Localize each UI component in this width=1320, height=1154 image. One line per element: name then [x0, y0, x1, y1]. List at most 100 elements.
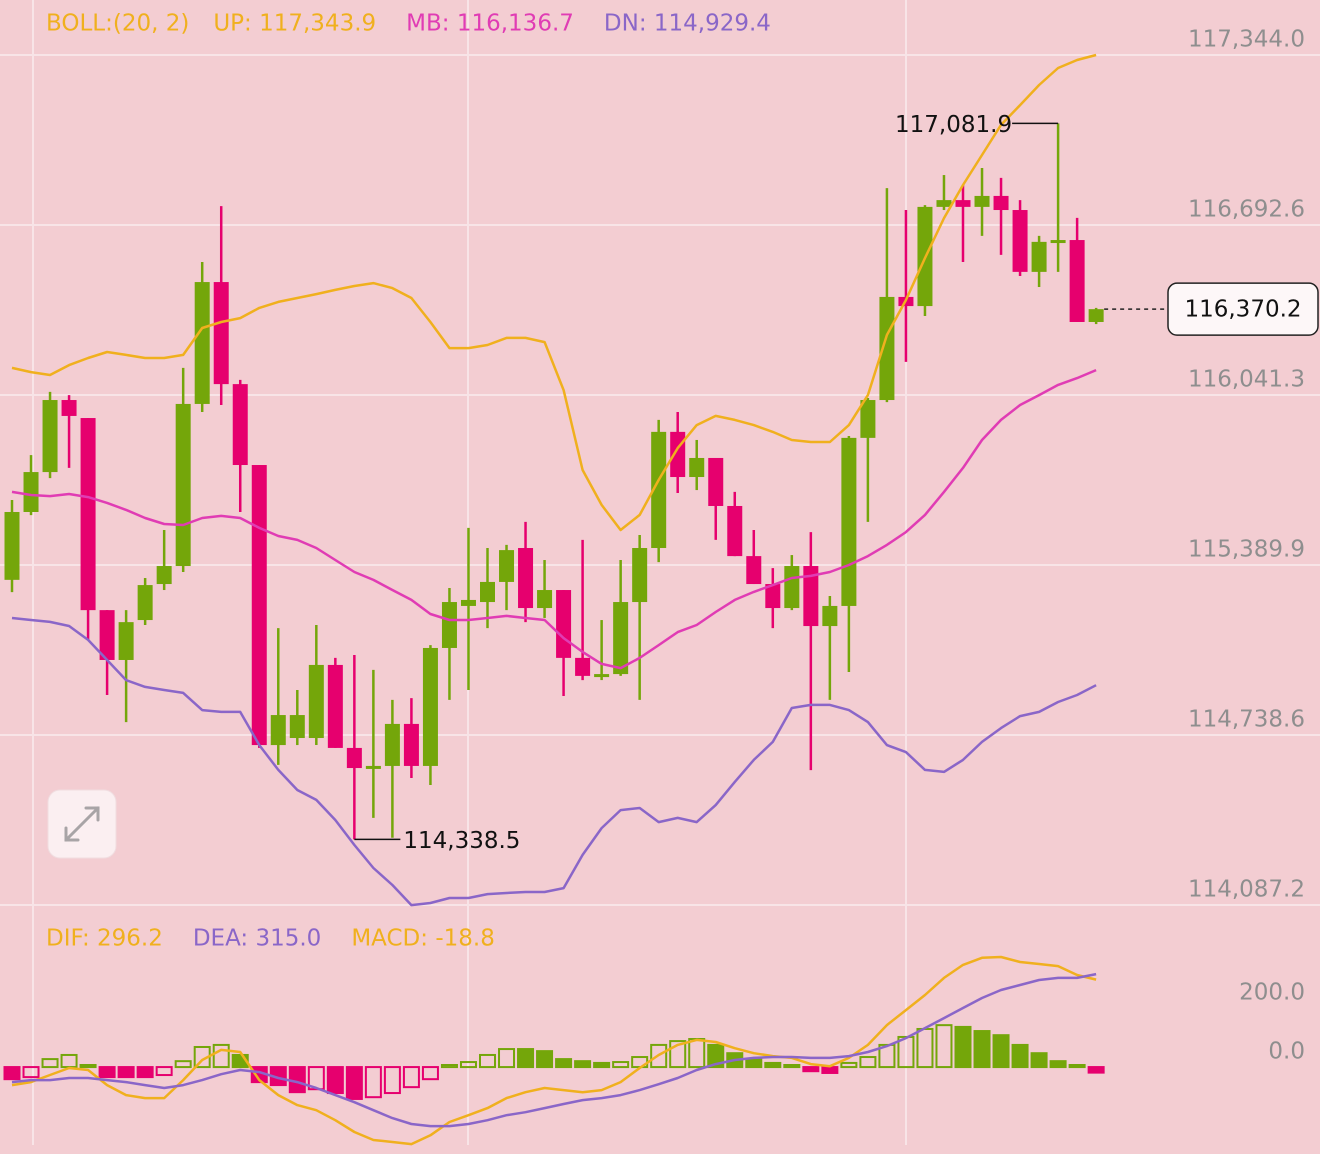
candle-body [518, 548, 534, 609]
macd-bar [326, 1066, 344, 1095]
macd-bar [612, 1061, 630, 1069]
macd-bar [783, 1064, 801, 1069]
candle-body [765, 584, 781, 609]
candle-body [955, 200, 971, 207]
macd-bar [479, 1053, 496, 1069]
macd-bar [421, 1066, 439, 1081]
macd-bar [41, 1058, 59, 1069]
candle-body [441, 602, 457, 648]
indicator-line [11, 616, 1097, 907]
candle-body [23, 472, 39, 512]
macd-bar [574, 1060, 592, 1069]
indicator-title: BOLL:(20, 2) [46, 11, 189, 37]
y-tick-label: 114,738.6 [1188, 706, 1305, 732]
macd-bar [802, 1066, 820, 1073]
macd-bar [1049, 1060, 1067, 1069]
candle-body [251, 465, 267, 746]
candle-body [232, 384, 248, 466]
indicator-line [11, 53, 1097, 532]
candle-body [270, 715, 286, 746]
macd-bar [498, 1048, 516, 1069]
candle-body [556, 590, 572, 658]
candle-body [860, 400, 876, 438]
candle-body [327, 664, 343, 748]
candle-body [118, 622, 134, 660]
macd-bar [117, 1066, 135, 1079]
macd-bar [745, 1058, 763, 1069]
macd-bar [954, 1025, 972, 1069]
candle-body [156, 566, 172, 585]
candle-body [4, 511, 20, 580]
macd-bar [174, 1060, 192, 1069]
candle-body [537, 590, 553, 609]
candle-body [194, 282, 210, 404]
macd-bar [459, 1061, 477, 1069]
candle-body [99, 610, 115, 660]
y-tick-label: 116,692.6 [1188, 197, 1305, 223]
macd-bar [345, 1066, 363, 1100]
macd-bar [364, 1066, 382, 1099]
candle-body [689, 457, 705, 478]
candle-body [308, 664, 324, 739]
candle-body [137, 585, 153, 621]
macd-bar [859, 1056, 877, 1069]
y-tick-label: 200.0 [1239, 980, 1305, 1006]
candle-body [365, 765, 381, 769]
macd-bar [402, 1066, 420, 1089]
candle-body [42, 400, 58, 473]
macd-bar [155, 1066, 173, 1077]
candle-body [879, 296, 895, 401]
candle-body [61, 400, 77, 416]
candle-body [346, 747, 362, 769]
expand-button[interactable] [47, 789, 117, 859]
candle-body [1050, 240, 1066, 244]
expand-icon[interactable] [64, 806, 100, 842]
candle-body [1088, 309, 1104, 322]
legend-entry: DEA: 315.0 [193, 926, 321, 952]
candle-body [499, 550, 515, 582]
candle-body [289, 715, 305, 739]
candle-body [1069, 240, 1085, 322]
macd-bar [669, 1040, 687, 1069]
candle-body [613, 602, 629, 675]
candle-body [460, 599, 476, 606]
macd-bar [440, 1064, 458, 1069]
macd-bar [764, 1061, 782, 1069]
candle-body [80, 418, 96, 611]
candle-body [974, 195, 990, 207]
macd-bar [973, 1030, 991, 1069]
candle-body [784, 566, 800, 609]
annotation-label: 117,081.9 [895, 112, 1012, 138]
candle-body [670, 431, 686, 478]
macd-bar [1011, 1043, 1029, 1069]
indicator-line [11, 368, 1097, 670]
macd-bar [536, 1050, 554, 1069]
legend-entry: DN: 114,929.4 [604, 11, 771, 37]
macd-bar [1087, 1066, 1105, 1074]
candle-body [1012, 210, 1028, 272]
candle-body [213, 282, 229, 385]
candle-body [727, 505, 743, 557]
macd-bar [383, 1066, 401, 1095]
candle-body [594, 674, 610, 678]
y-tick-label: 117,344.0 [1188, 26, 1305, 52]
candle-body [841, 437, 857, 606]
macd-bar [992, 1034, 1010, 1069]
legend-entry: MACD: -18.8 [351, 926, 495, 952]
macd-bar [821, 1066, 839, 1074]
candle-body [422, 647, 438, 766]
legend-entry: MB: 116,136.7 [406, 11, 574, 37]
y-tick-label: 114,087.2 [1188, 877, 1305, 903]
macd-bar [935, 1024, 953, 1069]
annotation-label: 114,338.5 [403, 828, 520, 854]
macd-bar [1030, 1052, 1048, 1069]
candle-body [403, 723, 419, 766]
candle-body [993, 195, 1009, 211]
macd-bar [288, 1066, 306, 1094]
y-tick-label: 116,041.3 [1188, 366, 1305, 392]
candle-body [746, 556, 762, 585]
candle-body [175, 403, 191, 567]
candle-body [936, 200, 952, 207]
